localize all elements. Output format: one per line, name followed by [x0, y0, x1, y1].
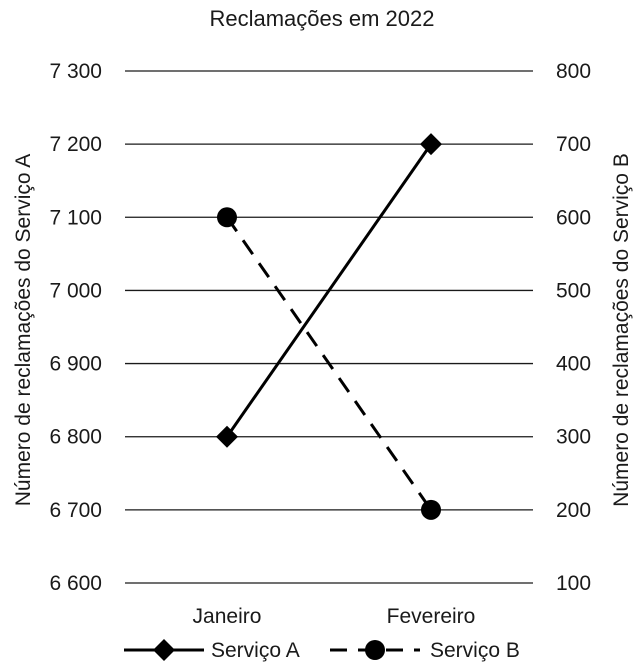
left-tick-label: 6 600 [49, 572, 102, 595]
right-tick-label: 100 [556, 572, 591, 595]
left-tick-label: 6 700 [49, 499, 102, 522]
servi-o-b-point [217, 207, 237, 228]
right-tick-label: 600 [556, 206, 591, 229]
left-axis-label: Número de reclamações do Serviço A [12, 154, 35, 507]
servi-o-a-point [420, 133, 442, 156]
servi-o-a-line [225, 143, 433, 438]
legend-label-servi-o-b: Serviço B [430, 639, 520, 662]
left-tick-label: 7 300 [49, 60, 102, 83]
left-tick-label: 6 900 [49, 353, 102, 376]
legend: Serviço A Serviço B [124, 639, 520, 662]
right-tick-label: 700 [556, 133, 591, 156]
left-tick-label: 7 000 [49, 279, 102, 302]
left-axis-ticks: 6 600 6 700 6 800 6 900 7 000 7 100 7 200 7 300 [49, 60, 102, 595]
servi-o-b-point [421, 499, 441, 520]
left-tick-label: 7 100 [49, 206, 102, 229]
right-tick-label: 800 [556, 60, 591, 83]
legend-marker-servi-o-a [153, 639, 175, 661]
x-axis-ticks: Janeiro Fevereiro [193, 605, 476, 628]
right-tick-label: 300 [556, 426, 591, 449]
right-axis-ticks: 100 200 300 400 500 600 700 800 [556, 60, 591, 595]
right-tick-label: 400 [556, 353, 591, 376]
x-tick-label: Fevereiro [387, 605, 476, 628]
right-axis-label: Número de reclamações do Serviço B [610, 153, 633, 507]
legend-label-servi-o-a: Serviço A [211, 639, 300, 662]
chart-title: Reclamações em 2022 [209, 6, 434, 31]
x-tick-label: Janeiro [193, 605, 262, 628]
legend-marker-servi-o-b [365, 640, 385, 660]
right-tick-label: 200 [556, 499, 591, 522]
servi-o-a-point [216, 425, 238, 448]
left-tick-label: 6 800 [49, 426, 102, 449]
right-tick-label: 500 [556, 279, 591, 302]
servi-o-b-line [225, 216, 433, 511]
series-group [216, 133, 442, 520]
left-tick-label: 7 200 [49, 133, 102, 156]
gridlines [125, 70, 533, 584]
